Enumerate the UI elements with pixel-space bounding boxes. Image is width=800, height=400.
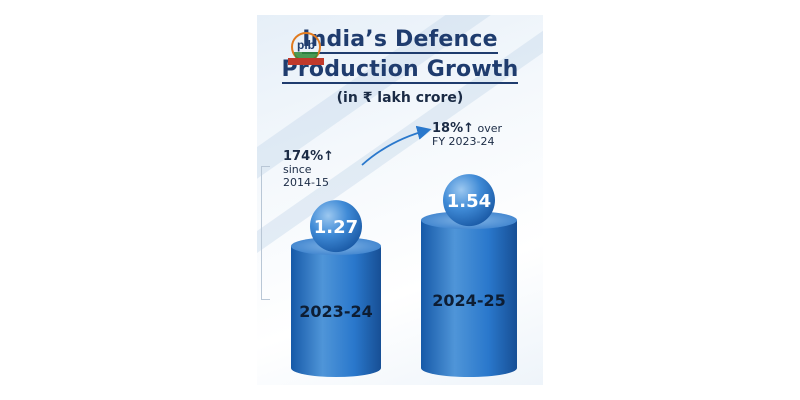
value-label-2024-25: 1.54: [447, 191, 491, 212]
value-sphere-2024-25: [443, 174, 495, 227]
note-right-pct: 18%: [432, 121, 464, 136]
title-line-1: India’s Defence: [302, 27, 498, 54]
left-bracket: [261, 166, 270, 300]
logo-text: pib: [297, 38, 315, 52]
note-left: 174%↑ since 2014-15: [283, 150, 334, 189]
note-left-pct: 174%: [283, 149, 324, 164]
growth-arrow: [361, 125, 432, 166]
note-right: 18%↑ over FY 2023-24: [432, 122, 502, 148]
bar-cylinder-2024-25: [421, 220, 517, 377]
category-label-2023-24: 2023-24: [299, 302, 372, 321]
subtitle: (in ₹ lakh crore): [336, 90, 464, 106]
pib-logo-icon: pib: [288, 32, 324, 65]
category-label-2024-25: 2024-25: [432, 291, 505, 310]
bar-cylinder-2023-24: [291, 246, 381, 377]
note-right-suffix: over: [477, 122, 503, 135]
value-sphere-2023-24: [310, 200, 362, 253]
note-right-line2: FY 2023-24: [432, 135, 495, 148]
pib-logo: pib: [282, 28, 330, 74]
note-left-line3: 2014-15: [283, 176, 329, 189]
up-arrow-icon: ↑: [323, 149, 335, 164]
up-arrow-icon: ↑: [463, 121, 475, 136]
note-left-line2: since: [283, 163, 312, 176]
value-label-2023-24: 1.27: [314, 217, 358, 238]
